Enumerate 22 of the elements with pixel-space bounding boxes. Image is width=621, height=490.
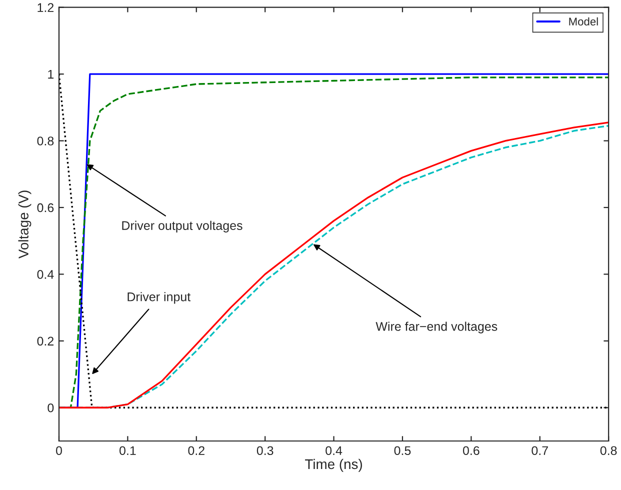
- annotation: Wire far−end voltages: [376, 322, 498, 334]
- x-tick-label: 0.1: [119, 446, 136, 456]
- x-axis-title: Time (ns): [305, 458, 362, 472]
- y-tick-label: 1.2: [38, 3, 54, 12]
- y-tick-label: 0: [48, 403, 54, 412]
- y-axis-title: Voltage (V): [18, 190, 32, 258]
- y-tick-label: 0.2: [37, 336, 54, 346]
- y-tick-label: 0.8: [37, 136, 54, 146]
- x-tick-label: 0.7: [532, 446, 548, 456]
- x-tick-label: 0.6: [462, 446, 480, 456]
- y-tick-label: 0.4: [37, 270, 54, 279]
- x-tick-label: 0.8: [600, 446, 617, 456]
- x-tick-label: 0.3: [256, 446, 274, 456]
- legend-label: Model: [569, 17, 598, 26]
- y-tick-label: 1: [48, 70, 54, 79]
- annotation: Driver input: [128, 292, 191, 304]
- x-tick-label: 0: [56, 446, 62, 456]
- x-tick-label: 0.4: [326, 446, 342, 456]
- x-tick-label: 0.2: [188, 446, 204, 456]
- y-tick-label: 0.6: [37, 203, 54, 212]
- x-tick-label: 0.5: [394, 446, 411, 456]
- annotation: Driver output voltages: [122, 220, 242, 232]
